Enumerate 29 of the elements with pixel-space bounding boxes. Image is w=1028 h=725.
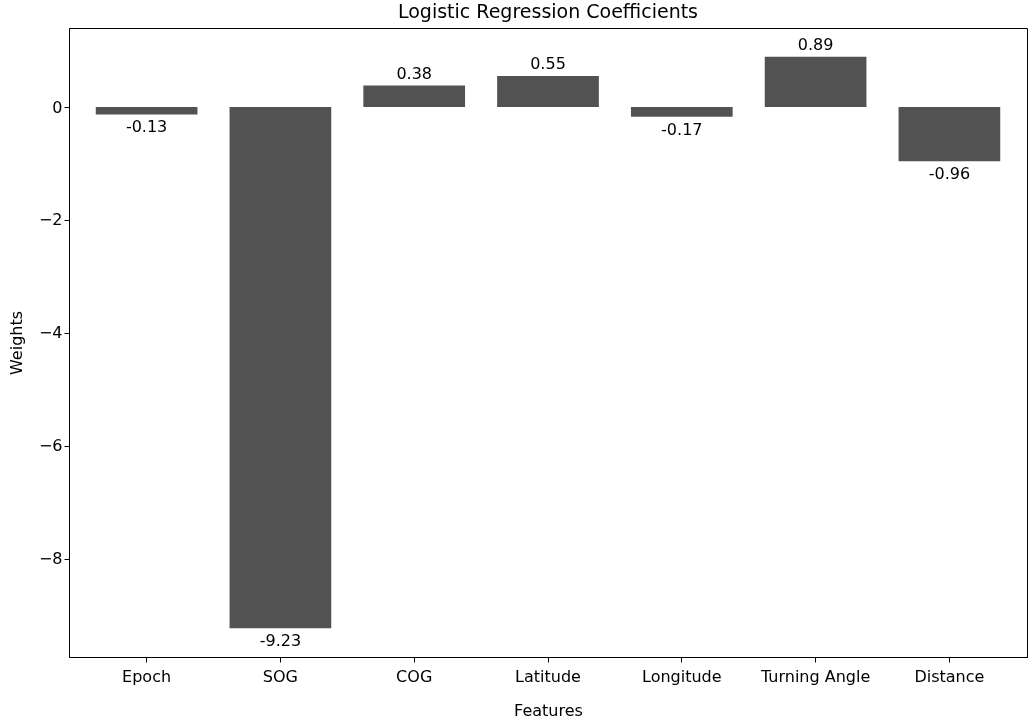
- y-tick-label: −4: [38, 323, 63, 343]
- data-label: -0.17: [661, 119, 703, 139]
- data-label: -0.13: [125, 117, 168, 137]
- y-tick-label: −8: [38, 549, 63, 569]
- data-label: 0.89: [797, 34, 834, 54]
- x-tick-label: Distance: [914, 666, 985, 686]
- y-tick-label: −6: [38, 436, 63, 456]
- bar: [764, 56, 867, 108]
- x-tick-label: Epoch: [122, 666, 172, 686]
- x-tick-label: Latitude: [515, 666, 581, 686]
- bar: [363, 85, 466, 108]
- bar: [898, 107, 1001, 162]
- y-tick-label: −2: [38, 210, 63, 230]
- bar: [497, 75, 599, 108]
- bar: [95, 107, 198, 115]
- x-tick-label: SOG: [262, 666, 298, 686]
- x-tick-label: Turning Angle: [759, 666, 871, 686]
- y-axis-title: Weights: [6, 310, 26, 376]
- chart-title: Logistic Regression Coefficients: [397, 0, 699, 22]
- bar: [630, 107, 733, 117]
- data-label: -9.23: [259, 631, 302, 651]
- data-label: -0.96: [928, 164, 971, 184]
- data-label: 0.55: [530, 53, 566, 73]
- data-label: 0.38: [396, 63, 433, 83]
- x-tick-label: COG: [396, 666, 433, 686]
- x-tick-label: Longitude: [642, 666, 722, 686]
- bar: [229, 107, 332, 629]
- y-tick-label: 0: [52, 97, 63, 117]
- x-axis-title: Features: [514, 700, 583, 720]
